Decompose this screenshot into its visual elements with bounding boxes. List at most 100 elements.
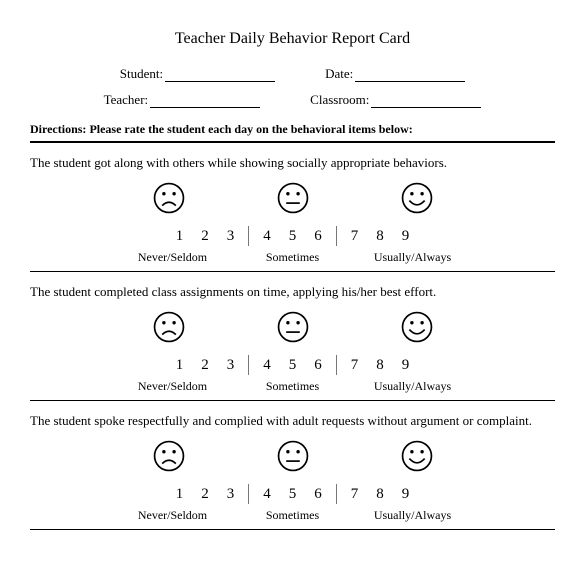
rating-number[interactable]: 1: [176, 357, 184, 374]
directions: Directions: Please rate the student each…: [30, 122, 555, 137]
scale-label-row: Never/SeldomSometimesUsually/Always: [30, 508, 555, 523]
divider: [30, 529, 555, 530]
directions-text: Please rate the student each day on the …: [89, 122, 412, 136]
student-input-line[interactable]: [165, 69, 275, 82]
scale-label-row: Never/SeldomSometimesUsually/Always: [30, 379, 555, 394]
question-text: The student completed class assignments …: [30, 284, 555, 300]
number-group: 4 56: [263, 486, 322, 503]
scale-label: Sometimes: [233, 379, 353, 394]
number-group: 78 9: [351, 228, 410, 245]
page-title: Teacher Daily Behavior Report Card: [30, 30, 555, 48]
rating-number[interactable]: 2: [201, 228, 209, 245]
sad-face-icon: [152, 439, 186, 478]
rating-number[interactable]: 5: [289, 357, 297, 374]
face-row: [30, 310, 555, 349]
sad-face-icon: [152, 310, 186, 349]
number-row: 123456789: [30, 355, 555, 375]
divider: [30, 271, 555, 272]
happy-face-icon: [400, 439, 434, 478]
rating-block: 123456789Never/SeldomSometimesUsually/Al…: [30, 310, 555, 394]
rating-number[interactable]: 9: [402, 357, 410, 374]
rating-block: 123456789Never/SeldomSometimesUsually/Al…: [30, 439, 555, 523]
number-row: 123456789: [30, 226, 555, 246]
rating-block: 123456789Never/SeldomSometimesUsually/Al…: [30, 181, 555, 265]
neutral-face-icon: [276, 310, 310, 349]
divider: [30, 400, 555, 401]
rating-number[interactable]: 5: [289, 228, 297, 245]
date-input-line[interactable]: [355, 69, 465, 82]
number-group: 12 3: [176, 357, 235, 374]
group-separator: [248, 226, 249, 246]
number-group: 4 56: [263, 357, 322, 374]
divider: [30, 141, 555, 143]
scale-label: Sometimes: [233, 250, 353, 265]
rating-number[interactable]: 1: [176, 486, 184, 503]
teacher-label: Teacher:: [104, 92, 149, 108]
number-group: 4 56: [263, 228, 322, 245]
rating-number[interactable]: 2: [201, 357, 209, 374]
student-field: Student:: [120, 66, 275, 82]
rating-number[interactable]: 4: [263, 357, 271, 374]
rating-number[interactable]: 7: [351, 357, 359, 374]
classroom-label: Classroom:: [310, 92, 369, 108]
group-separator: [248, 484, 249, 504]
group-separator: [248, 355, 249, 375]
scale-label: Never/Seldom: [113, 250, 233, 265]
rating-number[interactable]: 3: [227, 486, 235, 503]
rating-number[interactable]: 6: [314, 228, 322, 245]
group-separator: [336, 484, 337, 504]
teacher-field: Teacher:: [104, 92, 261, 108]
number-group: 12 3: [176, 228, 235, 245]
info-row-1: Student: Date:: [30, 66, 555, 82]
classroom-input-line[interactable]: [371, 95, 481, 108]
rating-number[interactable]: 8: [376, 357, 384, 374]
question-text: The student spoke respectfully and compl…: [30, 413, 555, 429]
rating-number[interactable]: 6: [314, 357, 322, 374]
rating-number[interactable]: 9: [402, 486, 410, 503]
rating-number[interactable]: 6: [314, 486, 322, 503]
behavior-item: The student completed class assignments …: [30, 284, 555, 401]
neutral-face-icon: [276, 439, 310, 478]
rating-number[interactable]: 3: [227, 228, 235, 245]
rating-number[interactable]: 7: [351, 486, 359, 503]
group-separator: [336, 355, 337, 375]
teacher-input-line[interactable]: [150, 95, 260, 108]
neutral-face-icon: [276, 181, 310, 220]
number-group: 78 9: [351, 357, 410, 374]
rating-number[interactable]: 8: [376, 228, 384, 245]
scale-label: Usually/Always: [353, 508, 473, 523]
date-field: Date:: [325, 66, 465, 82]
face-row: [30, 181, 555, 220]
scale-label: Usually/Always: [353, 250, 473, 265]
number-row: 123456789: [30, 484, 555, 504]
rating-number[interactable]: 4: [263, 228, 271, 245]
rating-number[interactable]: 4: [263, 486, 271, 503]
face-row: [30, 439, 555, 478]
group-separator: [336, 226, 337, 246]
scale-label: Sometimes: [233, 508, 353, 523]
rating-number[interactable]: 8: [376, 486, 384, 503]
number-group: 12 3: [176, 486, 235, 503]
sad-face-icon: [152, 181, 186, 220]
scale-label: Never/Seldom: [113, 508, 233, 523]
student-label: Student:: [120, 66, 163, 82]
behavior-item: The student spoke respectfully and compl…: [30, 413, 555, 530]
rating-number[interactable]: 2: [201, 486, 209, 503]
scale-label: Usually/Always: [353, 379, 473, 394]
behavior-item: The student got along with others while …: [30, 155, 555, 272]
question-text: The student got along with others while …: [30, 155, 555, 171]
rating-number[interactable]: 1: [176, 228, 184, 245]
scale-label: Never/Seldom: [113, 379, 233, 394]
classroom-field: Classroom:: [310, 92, 481, 108]
number-group: 78 9: [351, 486, 410, 503]
rating-number[interactable]: 7: [351, 228, 359, 245]
rating-number[interactable]: 5: [289, 486, 297, 503]
info-row-2: Teacher: Classroom:: [30, 92, 555, 108]
happy-face-icon: [400, 310, 434, 349]
rating-number[interactable]: 9: [402, 228, 410, 245]
rating-number[interactable]: 3: [227, 357, 235, 374]
scale-label-row: Never/SeldomSometimesUsually/Always: [30, 250, 555, 265]
directions-label: Directions:: [30, 122, 86, 136]
happy-face-icon: [400, 181, 434, 220]
date-label: Date:: [325, 66, 353, 82]
